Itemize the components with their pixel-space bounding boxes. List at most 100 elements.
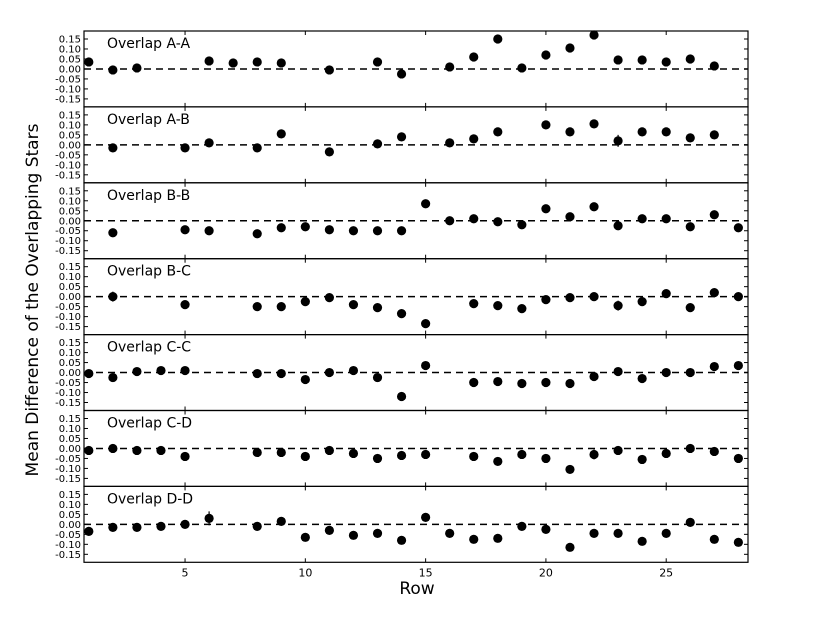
data-point [637,214,647,224]
data-point [300,297,310,307]
y-tick-label: -0.15 [55,322,81,333]
panel-title: Overlap B-C [107,264,191,280]
y-tick-label: -0.15 [55,170,81,181]
data-point [421,360,431,371]
y-tick-label: 0.00 [59,64,81,75]
data-point [156,521,166,531]
data-point [637,55,647,65]
data-point [733,453,743,464]
data-point [348,226,359,236]
data-point [84,57,94,67]
data-point [132,522,142,532]
y-tick-label: -0.15 [55,398,81,409]
panel-7: -0.15-0.10-0.050.000.050.100.15 Overlap D… [55,485,749,563]
data-point [637,454,647,465]
data-point [661,214,671,224]
panel-6: -0.15-0.10-0.050.000.050.100.15 Overlap C… [55,409,749,488]
data-point [445,62,455,72]
y-tick-label: 0.05 [59,130,81,141]
y-tick-label: 0.10 [59,196,81,207]
data-point [348,300,359,310]
data-point [396,309,407,319]
data-point [276,58,286,68]
data-point [372,453,383,464]
data-point [709,61,719,71]
data-point [469,299,479,309]
data-point [613,301,623,311]
y-tick-label: 0.00 [59,292,81,303]
data-point [709,210,719,220]
data-point [276,516,286,526]
x-tick-label: 20 [539,566,553,579]
y-tick-label: 0.00 [59,520,81,531]
data-point [685,222,695,232]
panel-title: Overlap C-C [107,340,191,356]
y-tick-label: -0.05 [55,454,81,465]
data-point [372,372,383,383]
data-point [637,297,647,307]
x-tick-label: 25 [659,566,673,579]
data-point [180,143,190,153]
data-point [276,447,286,458]
data-point [589,449,599,460]
y-tick-label: 0.15 [59,110,81,121]
data-point [204,513,214,523]
y-tick-label: 0.00 [59,368,81,379]
data-point [565,464,575,475]
data-point [324,65,334,75]
data-point [372,528,383,538]
data-point [132,63,142,73]
data-point [348,448,359,459]
data-point [469,52,479,62]
data-point [709,130,719,140]
data-point [613,136,623,146]
data-point [445,138,455,148]
data-point [565,378,575,389]
y-tick-label: -0.05 [55,150,81,161]
data-point [709,534,719,544]
y-tick-label: 0.10 [59,500,81,511]
data-point [661,289,671,299]
data-point [613,528,623,538]
y-tick-label: 0.05 [59,358,81,369]
data-point [204,56,214,66]
data-point [517,378,527,389]
data-point [108,443,118,454]
data-point [733,537,743,547]
data-point [300,451,310,462]
data-point [541,377,551,388]
y-tick-label: 0.15 [59,34,81,45]
data-point [733,223,743,233]
data-point [180,519,190,529]
y-tick-label: 0.05 [59,282,81,293]
data-point [565,127,575,137]
data-point [396,450,407,461]
data-point [661,127,671,137]
data-point [132,445,142,456]
y-tick-label: -0.10 [55,464,81,475]
data-point [517,449,527,460]
data-point [709,446,719,457]
data-point [108,143,118,153]
data-point [252,57,262,67]
data-point [252,368,262,379]
data-point [469,214,479,224]
data-point [589,292,599,302]
data-point [589,371,599,382]
data-point [84,368,94,379]
data-point [733,292,743,302]
data-point [613,445,623,456]
data-point [108,522,118,532]
data-point [541,524,551,534]
data-point [565,293,575,303]
data-point [541,295,551,305]
data-point [469,134,479,144]
data-point [517,304,527,314]
data-point [541,204,551,214]
data-point [300,532,310,542]
data-point [637,373,647,384]
data-point [396,391,407,402]
data-point [252,302,262,312]
data-point [276,302,286,312]
